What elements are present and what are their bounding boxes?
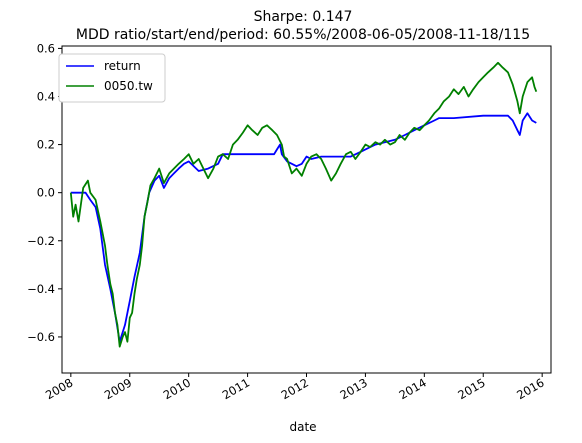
x-tick-label: 2008 <box>43 375 75 402</box>
y-tick-label: 0.4 <box>37 89 55 103</box>
x-tick-label: 2013 <box>338 375 370 402</box>
chart-subtitle: MDD ratio/start/end/period: 60.55%/2008-… <box>76 27 530 43</box>
y-tick-label: −0.6 <box>27 330 55 344</box>
y-tick-label: 0.0 <box>37 186 55 200</box>
x-tick-label: 2012 <box>279 375 311 402</box>
x-tick-label: 2009 <box>102 375 134 402</box>
y-tick-label: 0.2 <box>37 138 55 152</box>
x-axis-label: date <box>289 420 316 434</box>
legend-label-0050-tw: 0050.tw <box>104 79 153 93</box>
y-tick-label: 0.6 <box>37 41 55 55</box>
x-tick-label: 2016 <box>514 375 546 402</box>
y-tick-label: −0.4 <box>27 282 55 296</box>
y-axis: −0.6 −0.4 −0.2 0.0 0.2 0.4 0.6 <box>27 41 62 344</box>
chart-title: Sharpe: 0.147 <box>254 9 353 25</box>
x-tick-label: 2015 <box>455 375 487 402</box>
x-axis: 2008 2009 2010 2011 2012 2013 2014 2015 2016 <box>43 373 547 402</box>
legend-label-return: return <box>104 59 141 73</box>
series-line-0050-tw <box>69 61 538 348</box>
x-tick-label: 2014 <box>396 375 428 402</box>
x-tick-label: 2010 <box>161 375 193 402</box>
legend: return 0050.tw <box>58 53 166 103</box>
x-tick-label: 2011 <box>220 375 252 402</box>
plot-lines <box>69 61 538 348</box>
y-tick-label: −0.2 <box>27 234 55 248</box>
series-line-return <box>70 112 537 343</box>
